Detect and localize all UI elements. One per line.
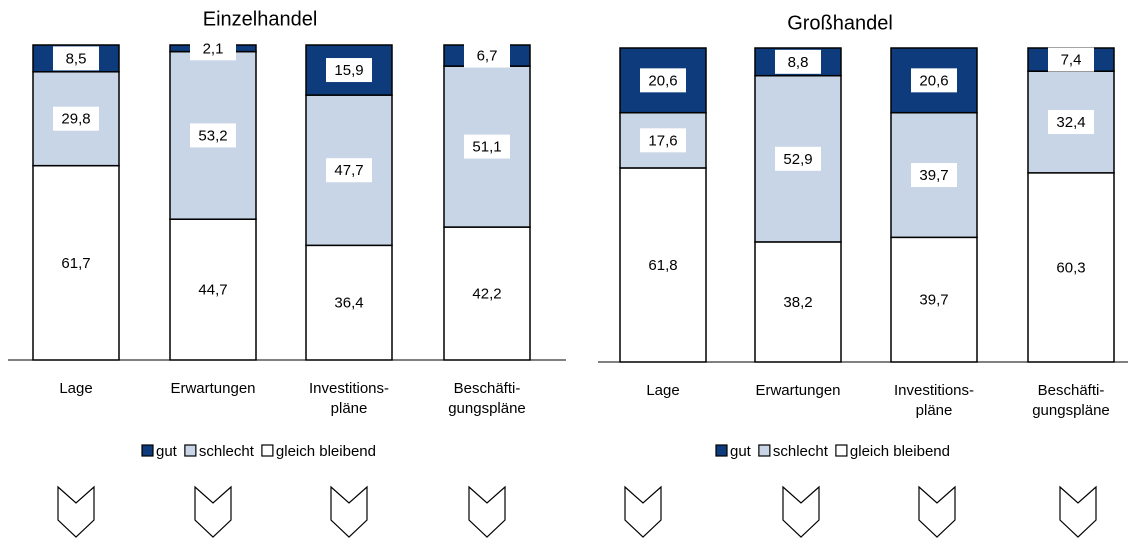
value-label: 20,6 [648, 72, 677, 89]
value-label: 20,6 [919, 72, 948, 89]
arrow-icon [194, 485, 232, 538]
label-box [53, 250, 99, 275]
value-label: 29,8 [61, 111, 90, 128]
label-box [911, 287, 957, 312]
value-label: 60,3 [1056, 259, 1085, 276]
value-label: 61,7 [61, 255, 90, 272]
label-box [53, 106, 99, 131]
legend-swatch [758, 444, 771, 457]
x-tick-label: Investitions- [894, 382, 974, 399]
legend-label: gleich bleibend [850, 443, 950, 460]
chart-title: Einzelhandel [203, 8, 318, 30]
value-label: 7,4 [1061, 52, 1082, 69]
value-label: 2,1 [203, 40, 224, 57]
label-box [464, 134, 510, 159]
value-label: 42,2 [472, 286, 501, 303]
label-box [1048, 47, 1094, 72]
legend-swatch [184, 444, 197, 457]
value-label: 36,4 [334, 295, 363, 312]
arrow-icon [1059, 485, 1097, 538]
value-label: 51,1 [472, 139, 501, 156]
legend-swatch [141, 444, 154, 457]
label-box [911, 163, 957, 188]
legend-swatch [715, 444, 728, 457]
arrow-icon [57, 485, 95, 538]
x-tick-label: Beschäfti- [454, 380, 521, 397]
value-label: 8,5 [66, 50, 87, 67]
label-box [464, 43, 510, 68]
value-label: 15,9 [334, 62, 363, 79]
x-tick-label: gungspläne [448, 400, 526, 417]
arrow-icon [330, 485, 368, 538]
label-box [640, 252, 686, 277]
label-box [1048, 110, 1094, 135]
label-box [326, 290, 372, 315]
value-label: 44,7 [198, 282, 227, 299]
x-tick-label: gungspläne [1032, 402, 1110, 419]
legend-label: schlecht [773, 443, 829, 460]
label-box [464, 281, 510, 306]
label-box [1048, 255, 1094, 280]
value-label: 52,9 [783, 151, 812, 168]
arrow-icon [468, 485, 506, 538]
legend-swatch [835, 444, 848, 457]
x-tick-label: pläne [916, 402, 953, 419]
label-box [190, 277, 236, 302]
label-box [640, 128, 686, 153]
x-tick-label: Lage [646, 382, 679, 399]
label-box [775, 289, 821, 314]
chart-title: Großhandel [787, 12, 893, 34]
legend-label: schlecht [199, 443, 255, 460]
value-label: 38,2 [783, 294, 812, 311]
label-box [53, 46, 99, 71]
arrow-icon [624, 485, 662, 538]
legend-label: gut [156, 443, 178, 460]
legend-label: gleich bleibend [276, 443, 376, 460]
legend-label: gut [730, 443, 752, 460]
x-tick-label: Erwartungen [170, 380, 255, 397]
arrow-icon [782, 485, 820, 538]
value-label: 6,7 [477, 48, 498, 65]
legend-swatch [261, 444, 274, 457]
arrow-icon [918, 485, 956, 538]
value-label: 53,2 [198, 127, 227, 144]
label-box [190, 123, 236, 148]
label-box [326, 158, 372, 183]
bar-segment [890, 47, 978, 114]
value-label: 8,8 [788, 54, 809, 71]
label-box [775, 49, 821, 74]
label-box [775, 146, 821, 171]
value-label: 39,7 [919, 292, 948, 309]
label-box [640, 68, 686, 93]
x-tick-label: Beschäfti- [1038, 382, 1105, 399]
x-tick-label: pläne [331, 400, 368, 417]
bar-segment [305, 44, 393, 96]
label-box [190, 36, 236, 61]
value-label: 32,4 [1056, 114, 1085, 131]
x-tick-label: Erwartungen [755, 382, 840, 399]
value-label: 39,7 [919, 167, 948, 184]
x-tick-label: Investitions- [309, 380, 389, 397]
x-tick-label: Lage [59, 380, 92, 397]
value-label: 17,6 [648, 132, 677, 149]
label-box [911, 68, 957, 93]
label-box [326, 58, 372, 83]
value-label: 47,7 [334, 162, 363, 179]
value-label: 61,8 [648, 257, 677, 274]
